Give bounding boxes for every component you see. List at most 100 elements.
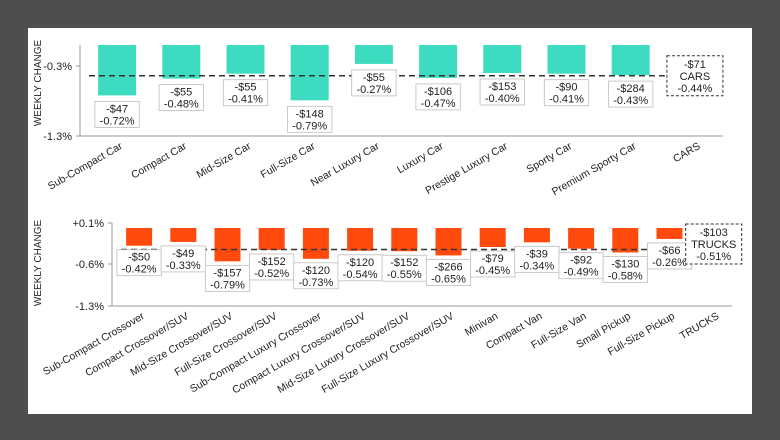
data-label-dollar: -$50 [128, 252, 150, 264]
y-tick-label: -1.3% [43, 131, 72, 143]
total-dollar: -$71 [684, 59, 706, 71]
bar [354, 45, 393, 64]
bar [302, 228, 329, 259]
data-label-box [116, 249, 162, 277]
data-label-pct: -0.55% [387, 269, 422, 281]
data-label-box [287, 105, 333, 133]
bar [126, 228, 153, 246]
data-label-dollar: -$157 [213, 267, 241, 279]
data-label-dollar: -$66 [658, 245, 680, 257]
data-label-pct: -0.49% [564, 267, 599, 279]
bar [479, 228, 506, 247]
y-tick-label: -1.3% [75, 301, 104, 313]
category-label: Near Luxury Car [309, 140, 382, 189]
y-axis-label: WEEKLY CHANGE [33, 220, 44, 307]
bar [612, 228, 639, 253]
data-label-pct: -0.26% [652, 257, 687, 269]
data-label-box [249, 253, 295, 281]
bar [226, 45, 265, 74]
data-label-dollar: -$148 [296, 108, 324, 120]
category-label: TRUCKS [678, 310, 721, 342]
bar [347, 228, 374, 251]
data-label-box [94, 101, 140, 128]
chart-card: WEEKLY CHANGE -0.3% -1.3% -$47 -0.72% -$55 -0.… [28, 28, 752, 414]
data-label-dollar: -$55 [170, 87, 192, 99]
bar [391, 228, 418, 252]
data-label-pct: -0.73% [298, 277, 333, 289]
data-label-dollar: -$153 [488, 81, 516, 93]
data-label-dollar: -$49 [172, 248, 194, 260]
data-label-dollar: -$55 [234, 82, 256, 94]
total-pct: -0.51% [696, 251, 731, 263]
data-label-pct: -0.54% [343, 269, 378, 281]
bar [258, 228, 285, 250]
bar [547, 45, 586, 74]
bar [170, 228, 197, 242]
data-label-box [160, 245, 206, 273]
data-label-dollar: -$120 [302, 265, 330, 277]
data-label-pct: -0.48% [164, 99, 199, 111]
bar [214, 228, 241, 262]
total-dollar: -$103 [700, 227, 728, 239]
data-label-pct: -0.34% [519, 260, 554, 272]
total-label: CARS [680, 71, 711, 83]
data-label-box [381, 254, 427, 282]
category-label: Compact Car [129, 140, 189, 182]
category-label: Sporty Car [525, 140, 575, 176]
data-label-box [646, 242, 693, 270]
data-label-pct: -0.41% [549, 94, 584, 106]
data-label-box [602, 256, 648, 283]
y-tick-label: +0.1% [73, 218, 105, 230]
y-tick-label: -0.6% [75, 259, 104, 271]
data-label-dollar: -$47 [106, 103, 128, 115]
category-label: Full-Size Car [259, 140, 318, 181]
data-label-box [204, 264, 251, 292]
bar [656, 228, 683, 239]
data-label-dollar: -$120 [346, 257, 374, 269]
category-label: Sub-Compact Car [46, 140, 125, 193]
data-label-pct: -0.41% [228, 94, 263, 106]
data-label-box [415, 83, 461, 111]
bar [611, 45, 650, 76]
data-label-pct: -0.52% [254, 268, 289, 280]
data-label-dollar: -$55 [363, 72, 385, 84]
data-label-box [222, 79, 269, 107]
data-label-pct: -0.58% [608, 270, 643, 282]
data-label-pct: -0.33% [166, 260, 201, 272]
data-label-pct: -0.45% [475, 265, 510, 277]
total-pct: -0.44% [677, 83, 712, 95]
y-axis-label: WEEKLY CHANGE [33, 40, 44, 127]
bar [162, 45, 201, 79]
chart-svg: WEEKLY CHANGE -0.3%-1.3%-$47-0.72%-$55-0.… [33, 40, 743, 396]
data-label-box [543, 79, 590, 107]
data-label-dollar: -$106 [424, 86, 452, 98]
category-label: CARS [671, 140, 702, 165]
data-label-pct: -0.43% [613, 95, 648, 107]
category-label: Luxury Car [395, 140, 446, 176]
data-label-pct: -0.27% [356, 84, 391, 96]
total-label-box [666, 55, 724, 97]
data-label-box [514, 245, 560, 273]
bar [419, 45, 458, 78]
y-tick-label: -0.3% [43, 61, 72, 73]
data-label-dollar: -$284 [617, 83, 645, 95]
data-label-box [470, 250, 516, 278]
data-label-pct: -0.79% [210, 279, 245, 291]
data-label-box [479, 78, 525, 106]
total-label-box [685, 223, 743, 265]
total-label: TRUCKS [691, 239, 736, 251]
data-label-box [293, 262, 339, 290]
data-label-box [337, 254, 383, 282]
data-label-box [158, 84, 204, 111]
data-label-box [351, 69, 397, 97]
data-label-box [608, 80, 654, 108]
data-label-dollar: -$92 [570, 255, 592, 267]
data-label-pct: -0.65% [431, 273, 466, 285]
bar [435, 228, 462, 256]
data-label-dollar: -$130 [611, 258, 639, 270]
data-label-dollar: -$266 [434, 261, 462, 273]
data-label-dollar: -$152 [258, 256, 286, 268]
data-label-dollar: -$90 [555, 82, 577, 94]
data-label-pct: -0.40% [485, 93, 520, 105]
data-label-pct: -0.79% [292, 120, 327, 132]
